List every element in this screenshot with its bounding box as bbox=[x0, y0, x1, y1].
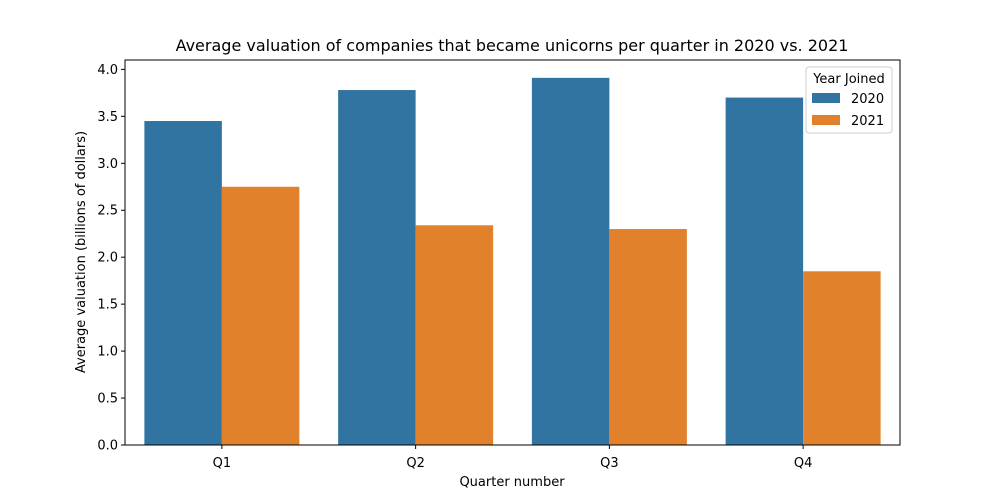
x-axis: Q1 Q2 Q3 Q4 bbox=[213, 445, 813, 471]
legend-label-2020: 2020 bbox=[851, 92, 884, 107]
chart-title: Average valuation of companies that beca… bbox=[176, 36, 849, 55]
y-axis: 0.0 0.5 1.0 1.5 2.0 2.5 3.0 3.5 4.0 bbox=[97, 63, 125, 454]
bar-2021-Q1 bbox=[221, 186, 300, 445]
y-tick-label: 1.5 bbox=[97, 298, 118, 313]
y-tick-label: 2.5 bbox=[97, 204, 118, 219]
x-axis-label: Quarter number bbox=[459, 475, 565, 490]
y-tick-label: 3.5 bbox=[97, 110, 118, 125]
bar-2021-Q4 bbox=[803, 271, 881, 445]
y-tick-label: 4.0 bbox=[97, 63, 118, 78]
plot-frame bbox=[124, 59, 901, 446]
bar-2021-Q2 bbox=[415, 225, 494, 445]
legend-swatch-2020 bbox=[812, 93, 840, 103]
bar-2020-Q1 bbox=[144, 121, 222, 445]
x-tick-label: Q4 bbox=[794, 456, 813, 471]
x-tick-label: Q2 bbox=[406, 456, 425, 471]
y-tick-label: 2.0 bbox=[97, 251, 118, 266]
y-axis-label: Average valuation (billions of dollars) bbox=[74, 131, 89, 373]
legend-title: Year Joined bbox=[812, 72, 885, 87]
bar-2020-Q4 bbox=[725, 97, 804, 445]
legend-label-2021: 2021 bbox=[851, 114, 884, 129]
y-tick-label: 0.5 bbox=[97, 392, 118, 407]
y-tick-label: 3.0 bbox=[97, 157, 118, 172]
y-tick-label: 0.0 bbox=[97, 439, 118, 454]
bars-layer bbox=[144, 77, 881, 446]
bar-2020-Q2 bbox=[338, 90, 416, 446]
x-tick-label: Q1 bbox=[213, 456, 232, 471]
legend-swatch-2021 bbox=[812, 115, 840, 125]
legend: Year Joined 2020 2021 bbox=[805, 66, 893, 134]
x-tick-label: Q3 bbox=[600, 456, 619, 471]
bar-2020-Q3 bbox=[531, 77, 610, 445]
bar-2021-Q3 bbox=[609, 229, 687, 445]
y-tick-label: 1.0 bbox=[97, 345, 118, 360]
